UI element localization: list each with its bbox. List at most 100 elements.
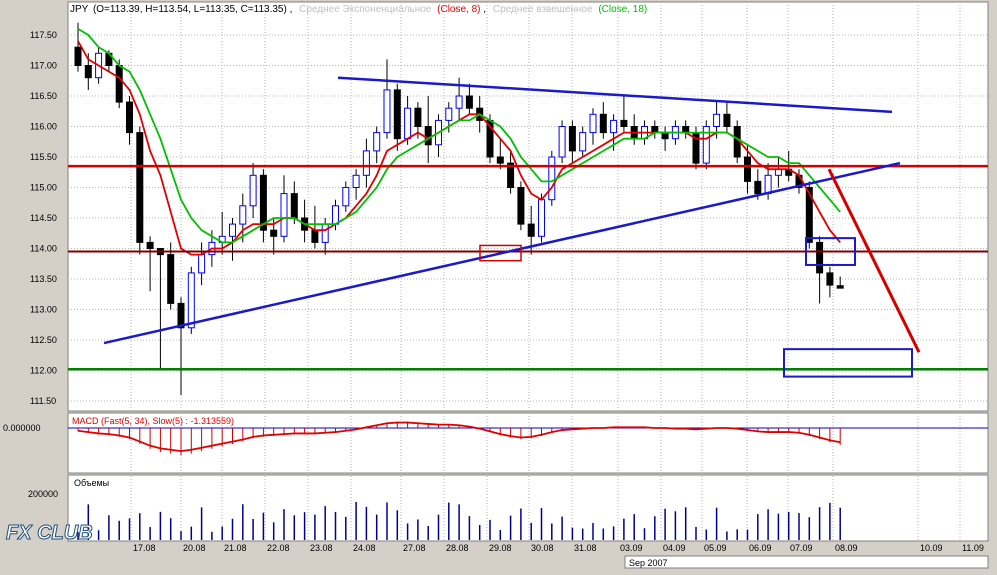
candle-body — [527, 223, 535, 237]
candle-body — [764, 174, 772, 195]
header-sep-2: , — [483, 4, 486, 15]
candle-body — [270, 229, 278, 237]
candle-body — [187, 272, 195, 329]
date-tick-label: 30.08 — [531, 543, 554, 553]
candle-body — [352, 174, 360, 189]
wma-line — [77, 28, 841, 244]
candle-body — [239, 205, 247, 225]
candle-body — [414, 107, 422, 127]
candle-body — [589, 113, 597, 134]
price-tick-label: 116.00 — [30, 122, 57, 132]
date-axis: 17.08 20.08 21.08 22.08 23.08 24.08 27.08 28.08… — [133, 543, 984, 553]
header-wma-label: Среднее взвешенное — [493, 4, 593, 15]
date-tick-label: 28.08 — [446, 543, 469, 553]
volume-panel — [67, 474, 989, 542]
date-tick-label: 10.09 — [920, 543, 943, 553]
candle-body — [115, 65, 123, 103]
candle-body — [404, 107, 412, 140]
breakout-marker-box — [479, 244, 522, 262]
candle-body — [538, 199, 545, 237]
fxclub-logo: FX CLUB — [6, 522, 94, 545]
month-label: Sep 2007 — [629, 558, 668, 568]
header-wma-param: (Close, 18) — [598, 4, 647, 15]
date-tick-label: 07.09 — [790, 543, 813, 553]
date-tick-label: 24.08 — [353, 543, 376, 553]
date-tick-label: 03.09 — [620, 543, 643, 553]
volume-label: Объемы — [74, 478, 109, 488]
candle-body — [198, 254, 206, 274]
volume-bars — [77, 502, 841, 540]
candle-body — [507, 162, 515, 189]
candle-body — [713, 113, 721, 128]
ascending-trendline — [103, 161, 901, 345]
date-tick-label: 22.08 — [267, 543, 290, 553]
candle-body — [754, 180, 762, 195]
candle-body — [579, 132, 587, 152]
candle-body — [651, 126, 659, 134]
candle-body — [610, 119, 618, 134]
candle-body — [74, 46, 82, 66]
date-tick-label: 08.09 — [835, 543, 858, 553]
price-tick-label: 114.00 — [30, 244, 57, 254]
descending-trendline — [337, 76, 893, 114]
price-tick-label: 112.50 — [30, 335, 57, 345]
price-tick-label: 115.00 — [30, 183, 57, 193]
candle-body — [805, 187, 813, 243]
projection-arrow-line — [827, 168, 921, 353]
candle-body — [826, 272, 834, 286]
candle-body — [517, 187, 525, 225]
date-tick-label: 29.08 — [489, 543, 512, 553]
date-tick-label: 23.08 — [310, 543, 333, 553]
current-price-box — [805, 237, 856, 266]
date-tick-label: 21.08 — [224, 543, 247, 553]
price-tick-label: 113.00 — [30, 305, 57, 315]
candle-body — [373, 132, 381, 152]
candle-body — [836, 285, 844, 289]
candle-body — [280, 193, 288, 237]
annotations — [68, 76, 988, 378]
candle-body — [455, 95, 463, 109]
macd-zero-label: 0.000000 — [3, 423, 41, 433]
date-tick-label: 17.08 — [133, 543, 156, 553]
candle-body — [383, 89, 391, 134]
candle-body — [177, 302, 185, 329]
candle-body — [661, 132, 669, 140]
candle-body — [84, 65, 92, 79]
header-symbol: JPY — [70, 4, 89, 15]
candle-body — [167, 254, 175, 304]
date-tick-label: 05.09 — [704, 543, 727, 553]
candle-body — [620, 119, 628, 128]
candle-body — [342, 187, 350, 207]
candle-body — [568, 126, 576, 152]
price-tick-label: 114.50 — [30, 213, 57, 223]
date-tick-label: 20.08 — [183, 543, 206, 553]
candle-body — [362, 150, 370, 176]
candle-body — [259, 174, 267, 231]
price-tick-label: 116.50 — [30, 91, 57, 101]
volume-tick: 200000 — [28, 489, 58, 499]
date-tick-label: 31.08 — [574, 543, 597, 553]
candle-body — [816, 241, 824, 274]
macd-histogram — [77, 421, 841, 456]
candle-body — [548, 156, 556, 201]
logo-text: FX CLUB — [6, 522, 93, 544]
header-ohlc: (O=113.39, H=113.54, L=113.35, C=113.35) — [93, 4, 287, 15]
candle-body — [393, 89, 401, 140]
macd-signal-line — [77, 421, 841, 453]
header-ema-param: (Close, 8) — [437, 4, 480, 15]
candle-body — [723, 113, 731, 128]
candle-body — [424, 126, 432, 146]
header-ema-label: Среднее Экспоненциальное — [299, 4, 432, 15]
date-tick-label: 06.09 — [749, 543, 772, 553]
candle-body — [126, 101, 133, 134]
target-zone-box — [783, 348, 913, 378]
candle-body — [682, 126, 690, 134]
price-tick-label: 117.00 — [30, 61, 57, 71]
candle-body — [496, 156, 504, 164]
date-tick-label: 27.08 — [403, 543, 426, 553]
chart-header: JPY (O=113.39, H=113.54, L=113.35, C=113… — [70, 4, 647, 15]
candle-body — [311, 229, 319, 243]
price-tick-label: 112.00 — [30, 366, 57, 376]
